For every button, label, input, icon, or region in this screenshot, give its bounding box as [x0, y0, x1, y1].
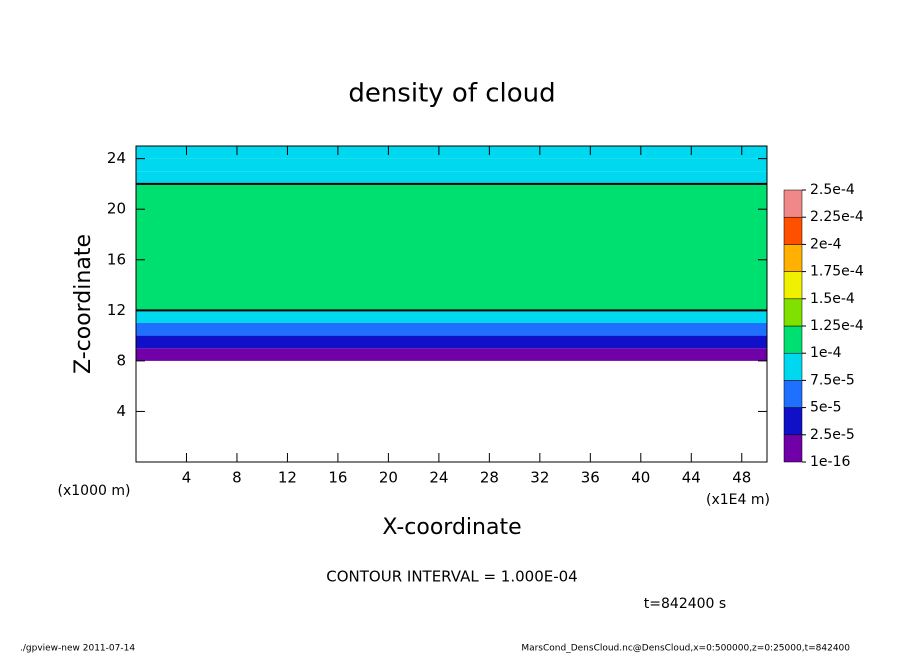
colorbar-label: 1.5e-4: [810, 291, 855, 307]
colorbar-label: 2.5e-5: [810, 427, 855, 443]
y-tick-label: 16: [107, 250, 126, 268]
density-band: [136, 322, 767, 336]
density-band: [136, 171, 767, 184]
x-tick-label: 48: [732, 469, 751, 487]
colorbar-box: [783, 244, 803, 272]
x-tick-label: 28: [480, 469, 499, 487]
density-band: [136, 348, 767, 361]
x-axis-label: X-coordinate: [382, 515, 521, 540]
footer-right: MarsCond_DensCloud.nc@DensCloud,x=0:5000…: [521, 644, 850, 654]
y-unit: (x1000 m): [58, 483, 131, 499]
colorbar-box: [783, 298, 803, 327]
colorbar-label: 1e-4: [810, 345, 842, 361]
time-label: t=842400 s: [644, 596, 726, 612]
colorbar-box: [783, 271, 803, 300]
colorbar-box: [783, 325, 803, 354]
colorbar-label: 2.5e-4: [810, 182, 855, 198]
colorbar-label: 1.25e-4: [810, 318, 864, 334]
x-tick-label: 36: [581, 469, 600, 487]
y-tick-label: 8: [116, 351, 126, 369]
density-band: [136, 335, 767, 349]
colorbar-label: 7.5e-5: [810, 372, 855, 388]
colorbar-label: 2.25e-4: [810, 209, 864, 225]
x-tick-label: 12: [278, 469, 297, 487]
colorbar-box: [783, 434, 803, 463]
colorbar-label: 1.75e-4: [810, 264, 864, 280]
chart-title: density of cloud: [348, 79, 555, 109]
density-band: [136, 158, 767, 172]
y-axis-label: Z-coordinate: [71, 234, 96, 374]
colorbar-box: [783, 352, 803, 381]
x-tick-label: 4: [182, 469, 192, 487]
y-tick-label: 12: [107, 301, 126, 319]
colorbar-box: [783, 380, 803, 408]
x-tick-label: 16: [328, 469, 347, 487]
x-tick-label: 44: [682, 469, 701, 487]
colorbar-label: 5e-5: [810, 400, 841, 416]
x-tick-label: 40: [631, 469, 650, 487]
x-tick-label: 24: [429, 469, 448, 487]
colorbar-box: [783, 407, 803, 436]
density-band: [136, 146, 767, 159]
colorbar-box: [783, 216, 803, 245]
y-tick-label: 4: [116, 402, 126, 420]
y-tick-label: 20: [107, 200, 126, 218]
colorbar-box: [783, 189, 803, 218]
density-band: [136, 183, 767, 311]
colorbar-label: 1e-16: [810, 454, 850, 470]
y-tick-label: 24: [107, 149, 126, 167]
density-band: [136, 310, 767, 323]
footer-left: ./gpview-new 2011-07-14: [20, 644, 135, 654]
annotation: CONTOUR INTERVAL = 1.000E-04: [326, 568, 577, 586]
x-tick-label: 20: [379, 469, 398, 487]
colorbar-label: 2e-4: [810, 236, 842, 252]
x-tick-label: 32: [530, 469, 549, 487]
plot-frame: [135, 145, 768, 463]
x-unit: (x1E4 m): [706, 492, 770, 508]
x-tick-label: 8: [232, 469, 242, 487]
